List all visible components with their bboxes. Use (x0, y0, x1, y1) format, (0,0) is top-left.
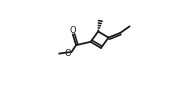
Text: O: O (64, 49, 71, 58)
Text: O: O (69, 26, 76, 35)
